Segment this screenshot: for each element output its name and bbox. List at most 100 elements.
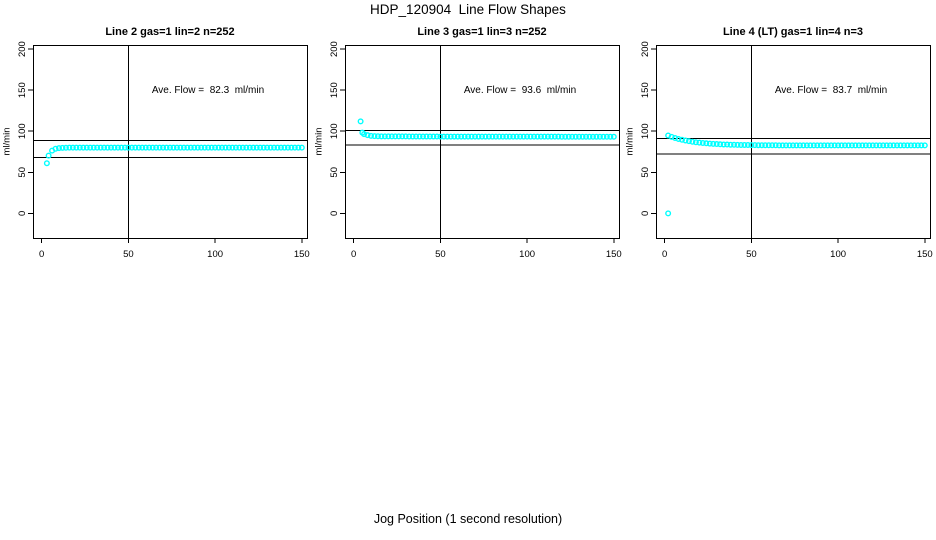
data-point xyxy=(862,142,869,149)
data-point xyxy=(180,144,187,151)
data-point xyxy=(413,133,420,140)
data-point xyxy=(56,145,63,152)
data-point xyxy=(142,144,149,151)
data-point xyxy=(603,133,610,140)
x-tick-label: 100 xyxy=(207,249,223,260)
data-point xyxy=(685,138,692,145)
data-point xyxy=(274,144,281,151)
data-point xyxy=(104,144,111,151)
data-point xyxy=(692,139,699,146)
data-point xyxy=(814,142,821,149)
data-point xyxy=(45,152,52,159)
data-point xyxy=(212,144,219,151)
data-point xyxy=(277,144,284,151)
data-point xyxy=(534,133,541,140)
data-point xyxy=(423,133,430,140)
data-point xyxy=(83,144,90,151)
x-tick-label: 150 xyxy=(294,249,310,260)
data-point xyxy=(184,144,191,151)
panel-2-ave-flow-annotation: Ave. Flow = 93.6 ml/min xyxy=(463,85,577,96)
x-tick-label: 50 xyxy=(746,249,757,260)
data-point xyxy=(821,142,828,149)
data-point xyxy=(783,142,790,149)
data-point xyxy=(737,141,744,148)
data-point xyxy=(357,118,364,125)
data-point xyxy=(194,144,201,151)
data-point xyxy=(87,144,94,151)
data-point xyxy=(803,142,810,149)
data-point xyxy=(558,133,565,140)
data-point xyxy=(741,141,748,148)
data-point xyxy=(472,133,479,140)
data-point xyxy=(101,144,108,151)
data-point xyxy=(894,142,901,149)
data-point xyxy=(160,144,167,151)
data-point xyxy=(392,133,399,140)
data-point xyxy=(668,133,675,140)
data-point xyxy=(416,133,423,140)
data-point xyxy=(475,133,482,140)
data-point xyxy=(402,133,409,140)
data-point xyxy=(524,133,531,140)
data-point xyxy=(600,133,607,140)
data-point xyxy=(201,144,208,151)
data-point xyxy=(610,133,617,140)
data-point xyxy=(381,133,388,140)
plot-box xyxy=(345,45,620,239)
data-point xyxy=(219,144,226,151)
data-point xyxy=(541,133,548,140)
data-point xyxy=(135,144,142,151)
data-point xyxy=(170,144,177,151)
data-point xyxy=(713,141,720,148)
panel-2-title: Line 3 gas=1 lin=3 n=252 xyxy=(417,26,547,38)
data-point xyxy=(163,144,170,151)
data-point xyxy=(399,133,406,140)
data-point xyxy=(583,133,590,140)
x-tick-label: 100 xyxy=(519,249,535,260)
data-point xyxy=(724,141,731,148)
data-point xyxy=(506,133,513,140)
panel-3-ave-flow-annotation: Ave. Flow = 83.7 ml/min xyxy=(774,85,888,96)
x-tick-label: 150 xyxy=(606,249,622,260)
data-point xyxy=(765,142,772,149)
y-tick-label: 150 xyxy=(640,82,651,98)
x-tick-label: 0 xyxy=(39,249,44,260)
data-point xyxy=(243,144,250,151)
y-tick-label: 50 xyxy=(17,167,28,178)
data-point xyxy=(855,142,862,149)
data-point xyxy=(838,142,845,149)
data-point xyxy=(751,142,758,149)
data-point xyxy=(52,145,59,152)
data-point xyxy=(890,142,897,149)
data-point xyxy=(406,133,413,140)
data-point xyxy=(485,133,492,140)
data-point xyxy=(128,144,135,151)
data-point xyxy=(59,144,66,151)
data-point xyxy=(786,142,793,149)
data-point xyxy=(156,144,163,151)
data-point xyxy=(208,144,215,151)
data-point xyxy=(149,144,156,151)
data-point xyxy=(94,144,101,151)
data-point xyxy=(696,139,703,146)
data-point xyxy=(368,132,375,139)
data-point xyxy=(444,133,451,140)
data-point xyxy=(426,133,433,140)
data-point xyxy=(246,144,253,151)
data-point xyxy=(586,133,593,140)
data-point xyxy=(859,142,866,149)
data-point xyxy=(672,134,679,141)
data-point xyxy=(80,144,87,151)
data-point xyxy=(264,144,271,151)
data-point xyxy=(229,144,236,151)
data-point xyxy=(835,142,842,149)
data-point xyxy=(873,142,880,149)
data-point xyxy=(531,133,538,140)
data-point xyxy=(271,144,278,151)
data-point xyxy=(291,144,298,151)
data-point xyxy=(914,142,921,149)
flow-plots-canvas: 0 50 100 150 0 50 100 150 200 0 50 100 150 0 50 100 150 2… xyxy=(17,41,933,260)
data-point xyxy=(876,142,883,149)
data-point xyxy=(447,133,454,140)
